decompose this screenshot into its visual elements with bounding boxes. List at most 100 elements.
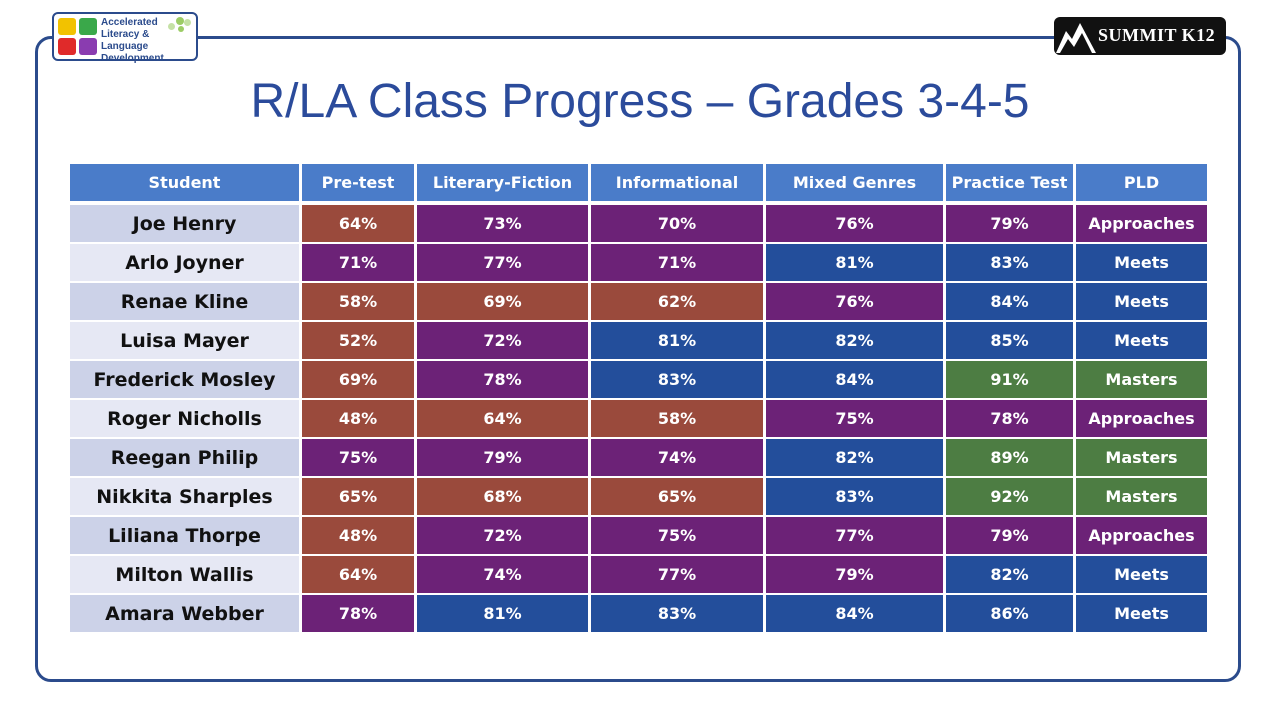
- score-cell: 89%: [946, 439, 1073, 476]
- accelerated-literacy-logo: Accelerated Literacy & Language Developm…: [52, 12, 198, 64]
- score-cell: 81%: [766, 244, 943, 281]
- score-cell: 68%: [417, 478, 588, 515]
- book-icon: [58, 18, 76, 35]
- page-title: R/LA Class Progress – Grades 3-4-5: [250, 75, 1030, 128]
- score-cell: 83%: [591, 361, 763, 398]
- column-header: Literary-Fiction: [417, 164, 588, 201]
- logo-line-2: Literacy & Language: [101, 29, 150, 52]
- score-cell: 72%: [417, 517, 588, 554]
- score-cell: 71%: [302, 244, 414, 281]
- logo-text: Accelerated Literacy & Language Developm…: [101, 17, 196, 65]
- score-cell: 58%: [591, 400, 763, 437]
- summit-k12-logo: SUMMIT K12: [1054, 17, 1226, 55]
- pld-cell: Approaches: [1076, 400, 1207, 437]
- score-cell: 78%: [302, 595, 414, 632]
- score-cell: 79%: [946, 517, 1073, 554]
- score-cell: 83%: [591, 595, 763, 632]
- notepad-icon: [79, 18, 97, 35]
- score-cell: 78%: [417, 361, 588, 398]
- pld-cell: Meets: [1076, 556, 1207, 593]
- pld-cell: Approaches: [1076, 205, 1207, 242]
- score-cell: 81%: [591, 322, 763, 359]
- pld-cell: Meets: [1076, 244, 1207, 281]
- score-cell: 85%: [946, 322, 1073, 359]
- score-cell: 58%: [302, 283, 414, 320]
- score-cell: 79%: [417, 439, 588, 476]
- score-cell: 69%: [302, 361, 414, 398]
- score-cell: 64%: [302, 205, 414, 242]
- score-cell: 75%: [766, 400, 943, 437]
- score-cell: 91%: [946, 361, 1073, 398]
- logo-icon-grid: [58, 18, 98, 56]
- score-cell: 84%: [946, 283, 1073, 320]
- score-cell: 62%: [591, 283, 763, 320]
- score-cell: 48%: [302, 517, 414, 554]
- score-cell: 77%: [591, 556, 763, 593]
- student-name: Reegan Philip: [70, 439, 299, 476]
- pld-cell: Masters: [1076, 361, 1207, 398]
- column-header: Student: [70, 164, 299, 201]
- score-cell: 82%: [946, 556, 1073, 593]
- score-cell: 84%: [766, 595, 943, 632]
- score-cell: 75%: [591, 517, 763, 554]
- logo-line-1: Accelerated: [101, 17, 158, 28]
- column-header: Pre-test: [302, 164, 414, 201]
- score-cell: 65%: [591, 478, 763, 515]
- student-name: Luisa Mayer: [70, 322, 299, 359]
- pld-cell: Meets: [1076, 283, 1207, 320]
- column-header: PLD: [1076, 164, 1207, 201]
- score-cell: 77%: [417, 244, 588, 281]
- score-cell: 83%: [766, 478, 943, 515]
- score-cell: 78%: [946, 400, 1073, 437]
- score-cell: 71%: [591, 244, 763, 281]
- score-cell: 84%: [766, 361, 943, 398]
- score-cell: 82%: [766, 322, 943, 359]
- student-name: Milton Wallis: [70, 556, 299, 593]
- score-cell: 77%: [766, 517, 943, 554]
- score-cell: 86%: [946, 595, 1073, 632]
- mountain-icon: [1056, 23, 1096, 53]
- score-cell: 69%: [417, 283, 588, 320]
- score-cell: 92%: [946, 478, 1073, 515]
- score-cell: 76%: [766, 205, 943, 242]
- score-cell: 52%: [302, 322, 414, 359]
- pld-cell: Masters: [1076, 478, 1207, 515]
- score-cell: 82%: [766, 439, 943, 476]
- score-cell: 74%: [591, 439, 763, 476]
- score-cell: 48%: [302, 400, 414, 437]
- pld-cell: Meets: [1076, 595, 1207, 632]
- microphone-icon: [79, 38, 97, 55]
- column-header: Practice Test: [946, 164, 1073, 201]
- student-name: Frederick Mosley: [70, 361, 299, 398]
- pld-cell: Meets: [1076, 322, 1207, 359]
- student-name: Liliana Thorpe: [70, 517, 299, 554]
- dots-icon: [162, 17, 192, 35]
- score-cell: 64%: [302, 556, 414, 593]
- score-cell: 81%: [417, 595, 588, 632]
- column-header: Mixed Genres: [766, 164, 943, 201]
- summit-k12-text: SUMMIT K12: [1098, 25, 1216, 45]
- student-name: Renae Kline: [70, 283, 299, 320]
- student-name: Amara Webber: [70, 595, 299, 632]
- column-header: Informational: [591, 164, 763, 201]
- score-cell: 76%: [766, 283, 943, 320]
- score-cell: 70%: [591, 205, 763, 242]
- score-cell: 64%: [417, 400, 588, 437]
- score-cell: 79%: [946, 205, 1073, 242]
- speaker-icon: [58, 38, 76, 55]
- slide-frame: [35, 36, 1241, 682]
- score-cell: 83%: [946, 244, 1073, 281]
- score-cell: 79%: [766, 556, 943, 593]
- score-cell: 72%: [417, 322, 588, 359]
- score-cell: 65%: [302, 478, 414, 515]
- score-cell: 74%: [417, 556, 588, 593]
- pld-cell: Approaches: [1076, 517, 1207, 554]
- pld-cell: Masters: [1076, 439, 1207, 476]
- logo-line-3: Development: [101, 53, 164, 64]
- student-name: Arlo Joyner: [70, 244, 299, 281]
- student-name: Nikkita Sharples: [70, 478, 299, 515]
- score-cell: 75%: [302, 439, 414, 476]
- student-name: Joe Henry: [70, 205, 299, 242]
- score-cell: 73%: [417, 205, 588, 242]
- student-name: Roger Nicholls: [70, 400, 299, 437]
